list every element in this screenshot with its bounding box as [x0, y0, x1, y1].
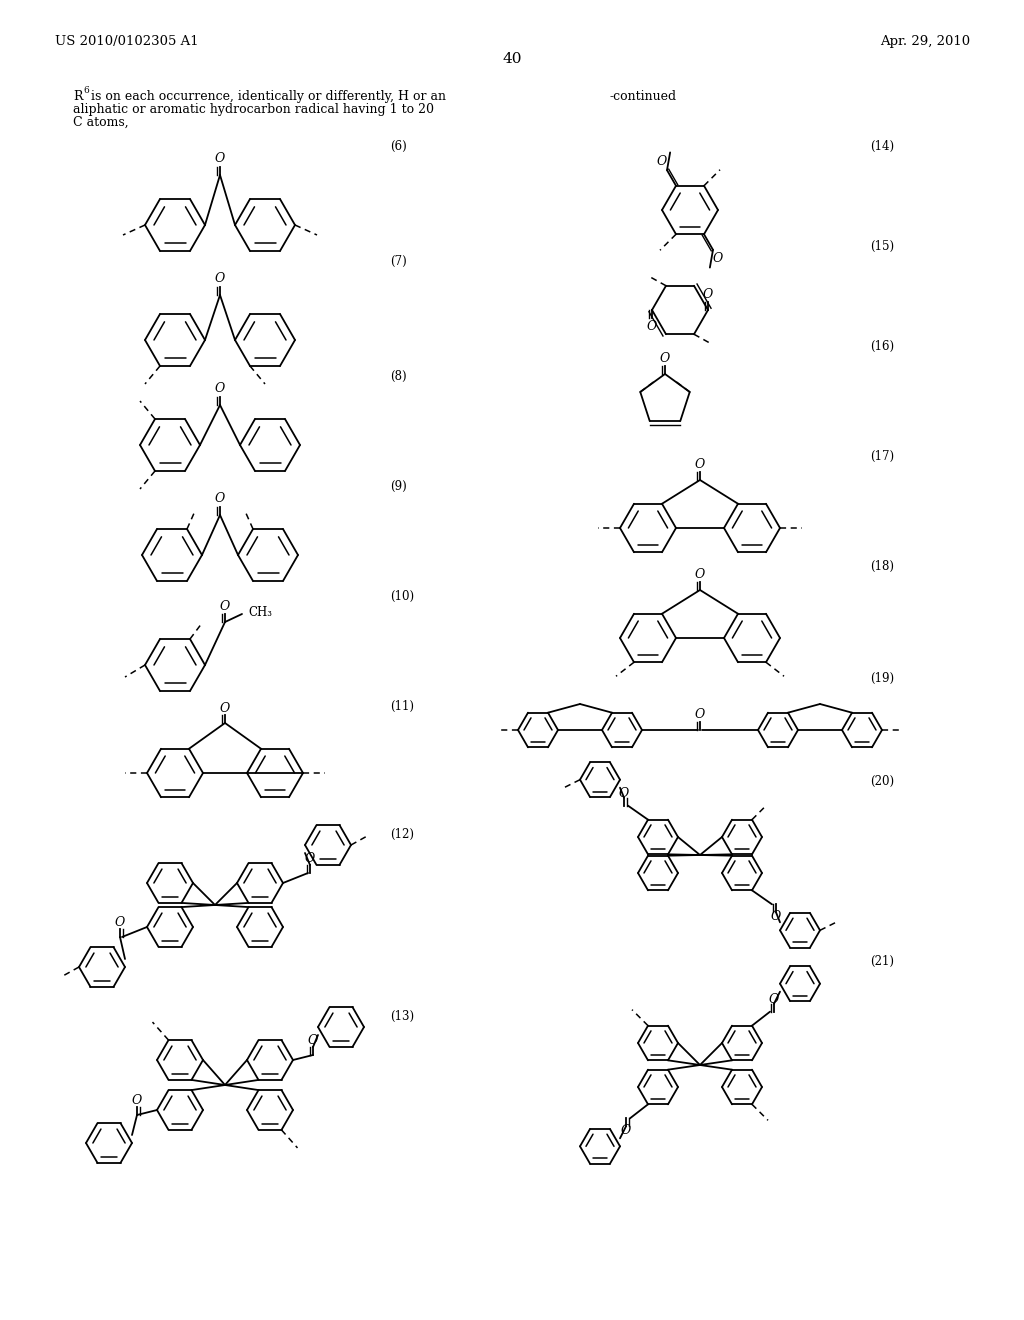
Text: -continued: -continued	[610, 90, 677, 103]
Text: O: O	[115, 916, 125, 929]
Text: aliphatic or aromatic hydrocarbon radical having 1 to 20: aliphatic or aromatic hydrocarbon radica…	[73, 103, 434, 116]
Text: R: R	[73, 90, 83, 103]
Text: O: O	[215, 153, 225, 165]
Text: O: O	[220, 599, 230, 612]
Text: 40: 40	[502, 51, 522, 66]
Text: O: O	[621, 1123, 631, 1137]
Text: O: O	[308, 1035, 318, 1048]
Text: O: O	[215, 383, 225, 396]
Text: O: O	[215, 492, 225, 506]
Text: O: O	[695, 458, 706, 471]
Text: (20): (20)	[870, 775, 894, 788]
Text: (16): (16)	[870, 341, 894, 352]
Text: (7): (7)	[390, 255, 407, 268]
Text: O: O	[305, 853, 315, 866]
Text: (10): (10)	[390, 590, 414, 603]
Text: (19): (19)	[870, 672, 894, 685]
Text: Apr. 29, 2010: Apr. 29, 2010	[880, 36, 970, 48]
Text: (13): (13)	[390, 1010, 414, 1023]
Text: O: O	[215, 272, 225, 285]
Text: O: O	[656, 154, 667, 168]
Text: O: O	[695, 709, 706, 722]
Text: O: O	[695, 569, 706, 582]
Text: (17): (17)	[870, 450, 894, 463]
Text: O: O	[618, 787, 629, 800]
Text: O: O	[659, 351, 670, 364]
Text: (15): (15)	[870, 240, 894, 253]
Text: (8): (8)	[390, 370, 407, 383]
Text: C atoms,: C atoms,	[73, 116, 129, 129]
Text: (9): (9)	[390, 480, 407, 492]
Text: O: O	[647, 319, 657, 333]
Text: US 2010/0102305 A1: US 2010/0102305 A1	[55, 36, 199, 48]
Text: O: O	[713, 252, 723, 265]
Text: O: O	[769, 993, 779, 1006]
Text: (14): (14)	[870, 140, 894, 153]
Text: 6: 6	[83, 86, 89, 95]
Text: O: O	[132, 1094, 142, 1107]
Text: O: O	[771, 909, 781, 923]
Text: O: O	[220, 701, 230, 714]
Text: (21): (21)	[870, 954, 894, 968]
Text: (11): (11)	[390, 700, 414, 713]
Text: (6): (6)	[390, 140, 407, 153]
Text: is on each occurrence, identically or differently, H or an: is on each occurrence, identically or di…	[87, 90, 446, 103]
Text: (12): (12)	[390, 828, 414, 841]
Text: (18): (18)	[870, 560, 894, 573]
Text: CH₃: CH₃	[248, 606, 272, 619]
Text: O: O	[702, 288, 713, 301]
